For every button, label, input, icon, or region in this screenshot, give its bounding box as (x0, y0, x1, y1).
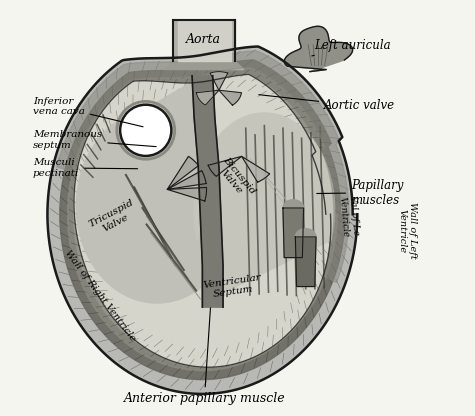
Text: Papillary
muscles: Papillary muscles (317, 179, 403, 207)
Polygon shape (76, 76, 229, 303)
Polygon shape (219, 90, 241, 105)
Text: Inferior
vena cava: Inferior vena cava (33, 97, 143, 127)
Text: Anterior papillary muscle: Anterior papillary muscle (124, 308, 285, 406)
Polygon shape (67, 68, 337, 371)
Polygon shape (167, 171, 206, 189)
Polygon shape (173, 20, 236, 61)
Text: Wall of Left
Ventricle: Wall of Left Ventricle (397, 202, 417, 259)
Text: Left auricula: Left auricula (312, 39, 390, 56)
Polygon shape (48, 47, 357, 394)
Polygon shape (208, 156, 242, 176)
Polygon shape (295, 237, 316, 287)
Polygon shape (192, 76, 223, 307)
Text: Ventricular
Septum: Ventricular Septum (202, 273, 263, 300)
Text: Membranous
septum: Membranous septum (33, 130, 156, 149)
Text: Musculi
pectinati: Musculi pectinati (33, 158, 138, 178)
Polygon shape (242, 156, 270, 182)
Polygon shape (178, 20, 231, 61)
Polygon shape (165, 61, 244, 69)
Polygon shape (57, 51, 349, 282)
Polygon shape (60, 60, 345, 379)
Polygon shape (74, 74, 331, 367)
Polygon shape (196, 90, 219, 105)
Polygon shape (74, 75, 331, 364)
Polygon shape (194, 76, 334, 299)
Text: Wall of Right Ventricle: Wall of Right Ventricle (63, 248, 137, 343)
Text: Aorta: Aorta (186, 33, 221, 46)
Text: Bicuspid
Valve: Bicuspid Valve (213, 156, 257, 203)
Polygon shape (210, 72, 228, 90)
Text: Aortic valve: Aortic valve (259, 95, 395, 112)
Polygon shape (295, 229, 316, 237)
Text: Val of Le
Ventricle: Val of Le Ventricle (338, 195, 361, 238)
Polygon shape (82, 84, 323, 354)
Circle shape (120, 105, 171, 156)
Polygon shape (283, 208, 304, 258)
Polygon shape (285, 26, 352, 72)
Polygon shape (283, 200, 304, 208)
Polygon shape (167, 188, 207, 201)
Text: Tricuspid
Valve: Tricuspid Valve (87, 198, 140, 238)
Polygon shape (167, 156, 199, 189)
Circle shape (120, 105, 171, 156)
